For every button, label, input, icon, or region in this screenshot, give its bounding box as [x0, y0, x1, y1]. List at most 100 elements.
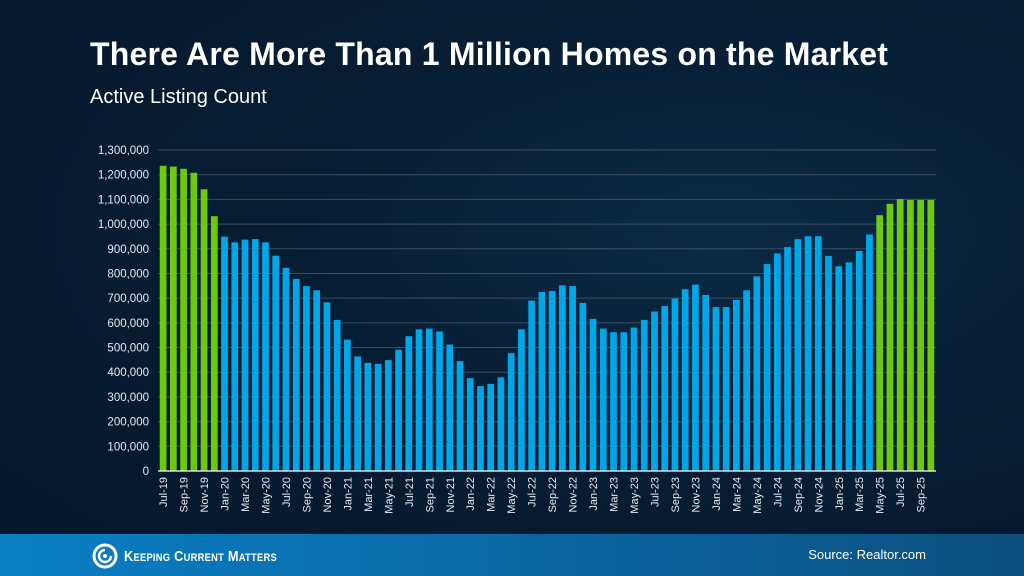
x-tick-label: Jan-25	[834, 477, 846, 511]
bar-jun-22	[518, 329, 525, 471]
bar-feb-23	[599, 328, 607, 471]
bar-nov-23	[692, 284, 699, 471]
bar-jan-21	[344, 339, 351, 471]
bar-oct-25	[927, 199, 935, 471]
bar-apr-25	[866, 234, 873, 471]
bar-chart: 0 100,000 200,000 300,000 400,000 500,000 600,…	[98, 145, 936, 514]
bar-dec-21	[456, 361, 464, 471]
bar-feb-20	[231, 242, 239, 471]
bar-sep-21	[425, 328, 433, 471]
bar-may-20	[262, 242, 269, 471]
bar-jan-23	[589, 318, 597, 471]
y-tick-label: 100,000	[107, 441, 149, 453]
bar-sep-19	[180, 168, 187, 471]
x-tick-label: Jan-21	[342, 477, 354, 511]
swirl-logo-icon	[92, 543, 118, 569]
bar-may-25	[876, 215, 884, 471]
bar-jul-20	[282, 267, 290, 471]
x-tick-label: Jul-23	[649, 477, 661, 507]
x-tick-label: May-22	[506, 477, 518, 514]
y-tick-label: 700,000	[107, 293, 149, 305]
x-tick-label: Jan-20	[220, 477, 232, 511]
bar-jan-24	[712, 307, 720, 471]
bar-oct-23	[681, 289, 689, 471]
y-tick-label: 1,300,000	[98, 145, 149, 157]
bar-apr-24	[743, 290, 750, 471]
bar-sep-20	[303, 286, 310, 471]
bar-jul-19	[159, 165, 167, 471]
y-tick-label: 400,000	[107, 367, 149, 379]
bar-oct-21	[436, 331, 443, 471]
bar-jul-24	[773, 253, 781, 471]
bar-jul-21	[405, 336, 413, 471]
y-tick-label: 1,100,000	[98, 194, 149, 206]
x-tick-label: Mar-25	[854, 477, 866, 512]
bar-sep-22	[548, 290, 556, 471]
bar-oct-24	[804, 236, 812, 471]
bar-jan-25	[835, 266, 843, 471]
kcm-logo: Keeping Current Matters	[92, 543, 304, 569]
y-tick-label: 0	[143, 466, 149, 478]
bar-aug-22	[538, 291, 546, 471]
x-tick-label: Sep-25	[916, 477, 928, 512]
bar-apr-23	[620, 332, 628, 471]
x-tick-label: Jul-21	[404, 477, 416, 507]
x-tick-label: Mar-20	[240, 477, 252, 512]
bar-nov-21	[446, 344, 454, 471]
bar-dec-23	[702, 294, 710, 471]
y-tick-label: 1,200,000	[98, 170, 149, 182]
x-tick-label: Mar-23	[609, 477, 621, 512]
bar-jan-22	[466, 378, 474, 471]
x-tick-label: Jan-22	[465, 477, 477, 511]
bar-may-23	[630, 327, 638, 471]
bar-mar-24	[733, 299, 740, 471]
logo-text: Keeping Current Matters	[124, 547, 277, 565]
bar-sep-23	[671, 298, 679, 471]
y-tick-label: 600,000	[107, 318, 149, 330]
bar-may-21	[384, 360, 392, 471]
x-tick-label: May-24	[752, 477, 764, 514]
bar-aug-24	[784, 247, 791, 471]
x-tick-label: Sep-19	[179, 477, 191, 512]
bar-dec-20	[333, 319, 341, 471]
bar-may-24	[753, 276, 761, 471]
x-tick-label: May-25	[875, 477, 887, 514]
bar-aug-23	[661, 306, 669, 471]
y-tick-label: 900,000	[107, 244, 149, 256]
bar-feb-25	[845, 262, 853, 471]
x-tick-label: May-23	[629, 477, 641, 514]
x-tick-label: Sep-21	[424, 477, 436, 512]
bar-aug-19	[169, 166, 177, 472]
bar-mar-25	[855, 250, 863, 471]
bar-mar-21	[364, 362, 372, 471]
x-tick-label: Mar-24	[731, 477, 743, 512]
bar-jun-20	[272, 255, 280, 471]
source-note: Source: Realtor.com	[808, 547, 926, 562]
y-tick-label: 500,000	[107, 343, 149, 355]
bar-oct-20	[313, 290, 321, 471]
x-tick-label: Sep-24	[793, 477, 805, 512]
bar-apr-20	[251, 239, 259, 471]
bar-nov-24	[814, 236, 822, 471]
bar-dec-22	[579, 302, 587, 471]
x-tick-label: May-21	[383, 477, 395, 514]
x-tick-label: Mar-21	[363, 477, 375, 512]
bar-jun-21	[395, 349, 402, 471]
x-tick-label: Sep-23	[670, 477, 682, 512]
x-tick-label: Jul-22	[527, 477, 539, 507]
x-tick-label: Jul-19	[158, 477, 170, 507]
bar-aug-21	[415, 329, 423, 471]
chart-subtitle: Active Listing Count	[90, 86, 267, 108]
bar-oct-22	[558, 285, 566, 471]
bar-mar-23	[610, 332, 617, 471]
bar-dec-19	[210, 216, 218, 471]
x-tick-label: Nov-21	[445, 477, 457, 512]
x-tick-label: Nov-19	[199, 477, 211, 512]
bar-jul-25	[896, 199, 904, 471]
page-title: There Are More Than 1 Million Homes on t…	[90, 36, 889, 72]
bar-jun-24	[763, 264, 771, 471]
bar-feb-24	[722, 307, 730, 471]
y-tick-label: 300,000	[107, 392, 149, 404]
x-tick-label: Jan-24	[711, 477, 723, 511]
bar-sep-24	[794, 239, 802, 471]
